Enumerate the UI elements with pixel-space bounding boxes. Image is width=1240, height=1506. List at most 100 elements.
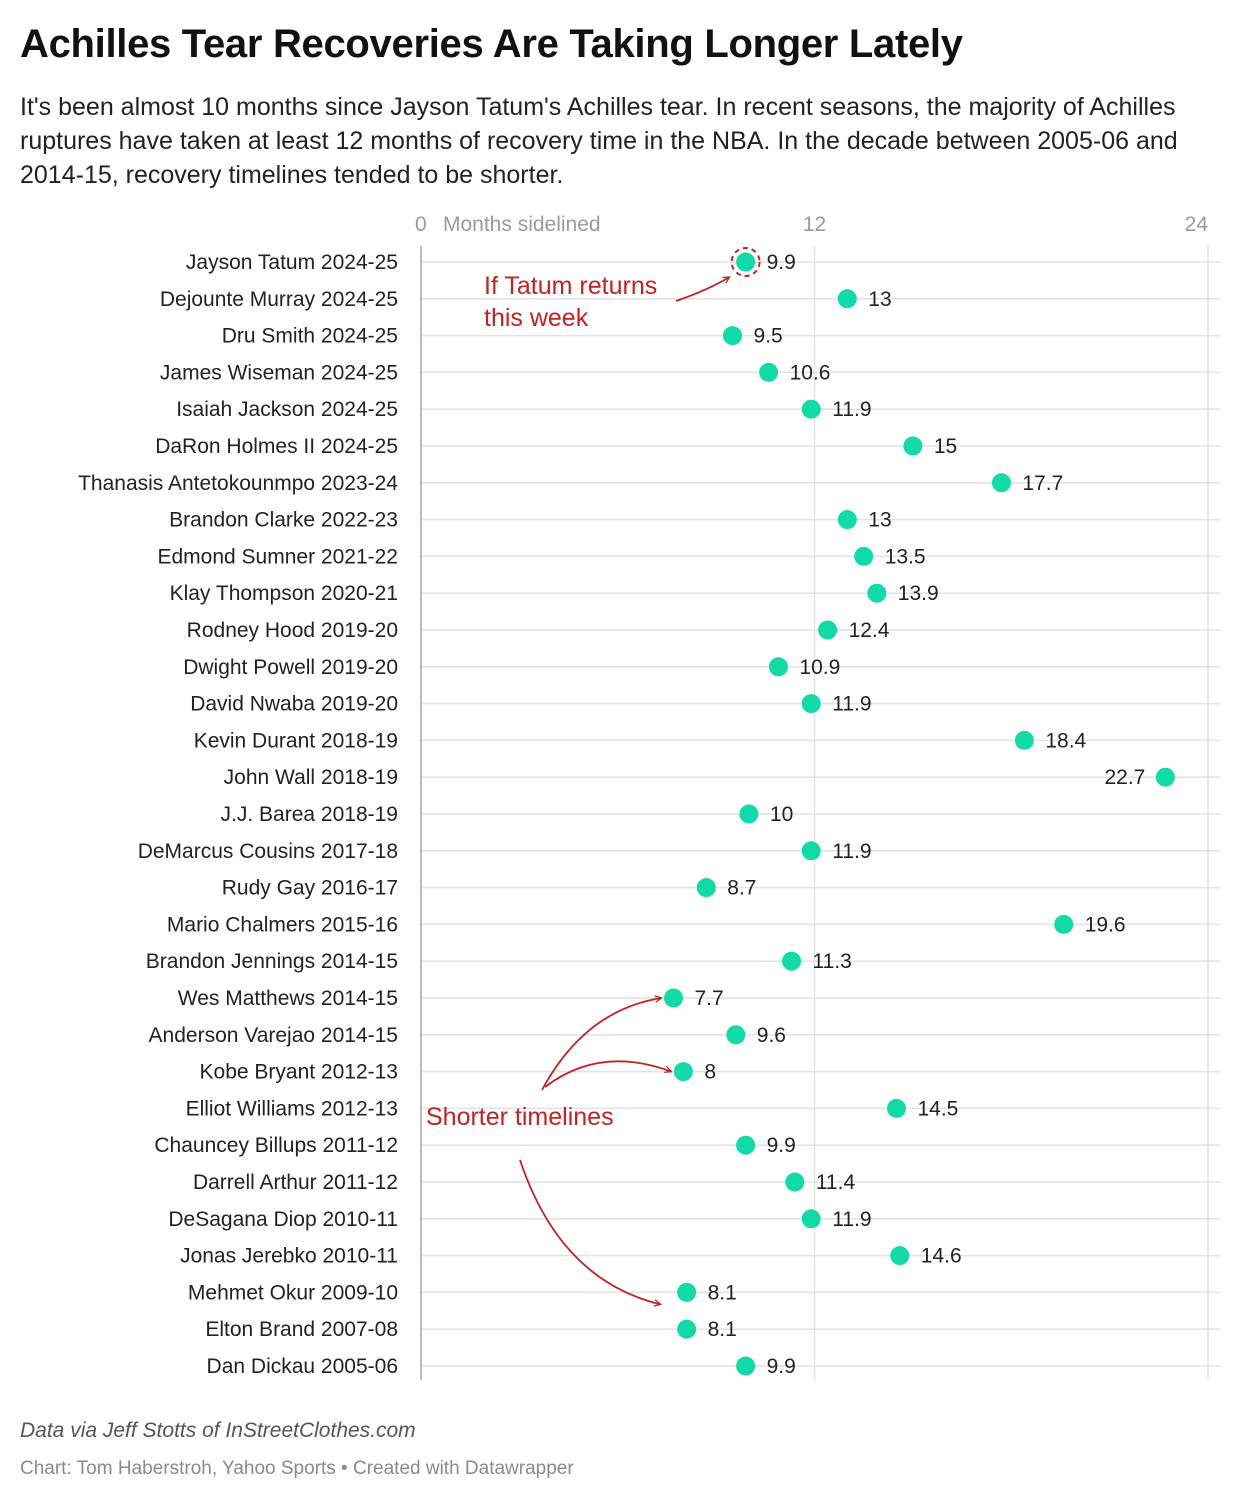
data-point: [903, 436, 923, 456]
data-point: [726, 1025, 746, 1045]
value-label: 11.4: [816, 1171, 856, 1194]
annotation-text: Shorter timelines: [426, 1103, 614, 1131]
data-point: [867, 583, 887, 603]
data-point: [736, 1135, 756, 1155]
value-label: 8.1: [708, 1281, 737, 1304]
row-label: Rodney Hood 2019-20: [187, 619, 398, 642]
value-label: 9.6: [757, 1024, 786, 1047]
row-label: John Wall 2018-19: [224, 766, 398, 789]
value-label: 15: [934, 435, 957, 458]
source-note: Data via Jeff Stotts of InStreetClothes.…: [20, 1419, 416, 1442]
row-label: Klay Thompson 2020-21: [170, 582, 398, 605]
row-label: DaRon Holmes II 2024-25: [155, 435, 398, 458]
value-label: 9.9: [767, 1355, 796, 1378]
row-label: Thanasis Antetokounmpo 2023-24: [78, 472, 398, 495]
value-label: 10: [770, 803, 793, 826]
data-point: [1014, 730, 1034, 750]
data-point: [837, 510, 857, 530]
row-label: Wes Matthews 2014-15: [178, 987, 398, 1010]
data-point: [782, 951, 802, 971]
row-label: Brandon Jennings 2014-15: [146, 950, 398, 973]
data-point: [801, 1209, 821, 1229]
row-label: David Nwaba 2019-20: [190, 693, 398, 716]
x-tick-label: 24: [1185, 213, 1209, 236]
value-label: 9.5: [754, 325, 783, 348]
value-label: 13.9: [898, 582, 939, 605]
value-label: 11.9: [832, 398, 871, 421]
row-label: Dru Smith 2024-25: [222, 325, 398, 348]
data-point: [890, 1246, 910, 1266]
row-label: James Wiseman 2024-25: [160, 361, 398, 384]
data-point: [736, 252, 756, 272]
data-point: [801, 694, 821, 714]
data-point: [818, 620, 838, 640]
data-point: [696, 878, 716, 898]
chart-title: Achilles Tear Recoveries Are Taking Long…: [20, 22, 963, 66]
row-label: Edmond Sumner 2021-22: [158, 545, 399, 568]
row-label: Mario Chalmers 2015-16: [167, 913, 398, 936]
value-label: 11.9: [832, 840, 871, 863]
value-label: 13.5: [885, 545, 926, 568]
data-point: [663, 988, 683, 1008]
row-label: Kevin Durant 2018-19: [194, 729, 398, 752]
row-label: Jonas Jerebko 2010-11: [180, 1245, 398, 1268]
annotation-text: If Tatum returns: [484, 272, 657, 300]
value-label: 11.9: [832, 693, 871, 716]
row-label: Rudy Gay 2016-17: [222, 877, 398, 900]
annotations: If Tatum returns this week Shorter timelin…: [426, 247, 761, 1304]
value-label: 8: [704, 1061, 716, 1084]
x-axis-ticks: 0 12 24 Months sidelined: [415, 213, 1208, 236]
row-label: J.J. Barea 2018-19: [221, 803, 398, 826]
row-label: DeSagana Diop 2010-11: [168, 1208, 398, 1231]
row-label: Isaiah Jackson 2024-25: [176, 398, 398, 421]
data-point: [854, 546, 874, 566]
annotation-arrow: [544, 1060, 671, 1088]
row-labels: Jayson Tatum 2024-25 Dejounte Murray 2024…: [78, 251, 398, 1378]
row-label: Darrell Arthur 2011-12: [193, 1171, 398, 1194]
data-point: [991, 473, 1011, 493]
value-label: 18.4: [1045, 729, 1086, 752]
value-label: 8.1: [708, 1318, 737, 1341]
value-label: 13: [868, 288, 891, 311]
value-label: 10.9: [799, 656, 840, 679]
data-point: [801, 399, 821, 419]
data-point: [739, 804, 759, 824]
highlight-ring: [730, 247, 761, 277]
value-label: 9.9: [767, 1134, 796, 1157]
row-label: Jayson Tatum 2024-25: [186, 251, 398, 274]
value-label: 17.7: [1022, 472, 1063, 495]
value-label: 8.7: [727, 877, 756, 900]
data-point: [673, 1062, 693, 1082]
value-label: 14.6: [921, 1245, 962, 1268]
annotation-arrow: [541, 998, 661, 1091]
data-point: [723, 326, 743, 346]
data-point: [677, 1282, 697, 1302]
value-label: 14.5: [917, 1097, 958, 1120]
x-tick-label: 0: [415, 213, 427, 236]
row-label: DeMarcus Cousins 2017-18: [138, 840, 398, 863]
value-labels: 9.9139.510.611.91517.71313.513.912.410.9…: [694, 251, 1145, 1378]
data-point: [1054, 914, 1074, 934]
row-label: Dan Dickau 2005-06: [207, 1355, 398, 1378]
value-label: 7.7: [694, 987, 723, 1010]
row-label: Anderson Varejao 2014-15: [149, 1024, 398, 1047]
row-label: Chauncey Billups 2011-12: [154, 1134, 398, 1157]
value-label: 19.6: [1085, 913, 1126, 936]
data-point: [1155, 767, 1175, 787]
data-point: [837, 289, 857, 309]
data-point: [759, 362, 779, 382]
data-point: [768, 657, 788, 677]
data-points: [663, 252, 1175, 1376]
row-label: Elton Brand 2007-08: [205, 1318, 398, 1341]
row-label: Kobe Bryant 2012-13: [200, 1061, 398, 1084]
annotation-arrow: [519, 1159, 661, 1304]
data-point: [801, 841, 821, 861]
value-label: 9.9: [767, 251, 796, 274]
data-point: [785, 1172, 805, 1192]
data-point: [677, 1319, 697, 1339]
value-label: 11.3: [813, 950, 852, 973]
row-label: Dejounte Murray 2024-25: [160, 288, 398, 311]
dot-plot-chart: 0 12 24 Months sidelined Jayson Tatum 2024-…: [78, 213, 1220, 1380]
annotation-text: this week: [484, 304, 589, 332]
value-label: 13: [868, 509, 891, 532]
